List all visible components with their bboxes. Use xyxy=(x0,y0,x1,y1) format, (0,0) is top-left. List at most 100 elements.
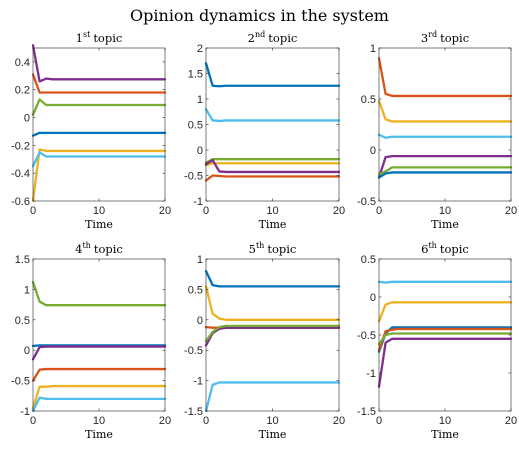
subplot-title-suffix: topic xyxy=(267,242,296,256)
y-tick-label: 1.5 xyxy=(188,69,203,81)
series-line-5 xyxy=(31,384,167,410)
x-tick-label: 10 xyxy=(93,205,105,217)
figure-title: Opinion dynamics in the system xyxy=(130,6,389,25)
series-line-2 xyxy=(377,99,513,123)
series-line-4 xyxy=(31,367,167,382)
series-line-2 xyxy=(31,73,167,94)
y-tick-label: 0 xyxy=(370,292,376,304)
y-tick-label: -0.5 xyxy=(184,171,203,183)
series-line-2 xyxy=(31,344,167,348)
series-line-3 xyxy=(377,133,513,139)
x-tick-label: 0 xyxy=(203,415,209,427)
x-tick-label: 0 xyxy=(203,205,209,217)
x-tick-label: 20 xyxy=(333,205,345,217)
y-tick-label: 0.4 xyxy=(15,57,30,69)
subplot-title-number: 4 xyxy=(75,242,82,256)
series-line-1 xyxy=(31,44,167,83)
subplot-title-number: 2 xyxy=(248,31,255,45)
y-tick-label: 0 xyxy=(24,345,30,357)
series-line-1 xyxy=(31,280,167,307)
axes-frame xyxy=(378,47,512,202)
x-tick-label: 0 xyxy=(376,415,382,427)
y-tick-label: 0.5 xyxy=(188,284,203,296)
y-tick-label: -0.2 xyxy=(11,140,30,152)
x-axis-label: Time xyxy=(85,218,113,231)
subplot-title-superscript: rd xyxy=(428,30,437,39)
subplot-title-suffix: topic xyxy=(440,242,469,256)
subplot-title: 3rd topic xyxy=(421,30,469,45)
x-tick-label: 10 xyxy=(439,415,451,427)
subplot-title-superscript: th xyxy=(428,241,436,250)
series-line-6 xyxy=(204,381,341,413)
series-line-5 xyxy=(204,159,341,174)
series-line-6 xyxy=(31,396,167,413)
subplot-title: 2nd topic xyxy=(248,30,298,45)
subplot-title-suffix: topic xyxy=(94,242,123,256)
y-tick-label: 1 xyxy=(197,94,203,106)
y-tick-label: 0.5 xyxy=(361,254,376,266)
y-tick-label: -1.5 xyxy=(184,406,203,418)
subplot-title: 6th topic xyxy=(421,241,469,256)
subplot-title-superscript: th xyxy=(256,241,264,250)
subplot-title-superscript: th xyxy=(82,241,90,250)
x-tick-label: 0 xyxy=(30,205,36,217)
series-line-6 xyxy=(377,171,513,179)
series-line-2 xyxy=(204,108,341,123)
x-tick-label: 10 xyxy=(266,205,278,217)
series-line-1 xyxy=(204,62,341,88)
y-tick-label: -0.6 xyxy=(11,196,30,208)
series-line-5 xyxy=(377,166,513,176)
y-tick-label: -0.4 xyxy=(11,168,30,180)
y-tick-label: -1.5 xyxy=(357,406,376,418)
x-axis-label: Time xyxy=(431,428,459,441)
x-tick-label: 20 xyxy=(505,205,517,217)
x-axis-label: Time xyxy=(259,428,287,441)
series-line-5 xyxy=(204,324,341,343)
y-tick-label: -0.5 xyxy=(184,345,203,357)
subplot-title-superscript: st xyxy=(83,30,91,39)
y-tick-label: 2 xyxy=(197,43,203,55)
subplot-title-number: 3 xyxy=(421,31,428,45)
series-line-1 xyxy=(377,57,513,98)
series-line-3 xyxy=(31,345,167,361)
y-tick-label: -1 xyxy=(20,406,30,418)
x-tick-label: 0 xyxy=(30,415,36,427)
x-tick-label: 20 xyxy=(159,205,171,217)
x-tick-label: 20 xyxy=(159,415,171,427)
series-line-1 xyxy=(377,280,513,284)
y-tick-label: 1.5 xyxy=(15,254,30,266)
subplot-title-number: 1 xyxy=(76,31,83,45)
series-line-6 xyxy=(204,174,341,182)
series-line-6 xyxy=(377,337,513,388)
y-tick-label: -1 xyxy=(193,376,203,388)
series-line-6 xyxy=(31,151,167,168)
subplot-title-suffix: topic xyxy=(440,31,469,45)
series-line-5 xyxy=(31,148,167,203)
y-tick-label: 0.5 xyxy=(361,94,376,106)
y-tick-label: 1 xyxy=(370,43,376,55)
series-line-4 xyxy=(204,326,341,347)
x-tick-label: 10 xyxy=(93,415,105,427)
x-tick-label: 10 xyxy=(439,205,451,217)
subplot-title-number: 6 xyxy=(421,242,428,256)
subplot-title: 4th topic xyxy=(75,241,123,256)
y-tick-label: 0.5 xyxy=(188,120,203,132)
x-axis-label: Time xyxy=(85,428,113,441)
series-line-2 xyxy=(377,301,513,323)
y-tick-label: -0.5 xyxy=(11,376,30,388)
axes-frame xyxy=(205,258,340,412)
series-line-5 xyxy=(377,332,513,346)
x-tick-label: 20 xyxy=(333,415,345,427)
y-tick-label: 0.5 xyxy=(15,315,30,327)
subplot-title: 1st topic xyxy=(76,30,123,45)
series-line-4 xyxy=(31,131,167,137)
subplot-title-suffix: topic xyxy=(268,31,297,45)
series-line-2 xyxy=(204,285,341,321)
x-tick-label: 10 xyxy=(266,415,278,427)
